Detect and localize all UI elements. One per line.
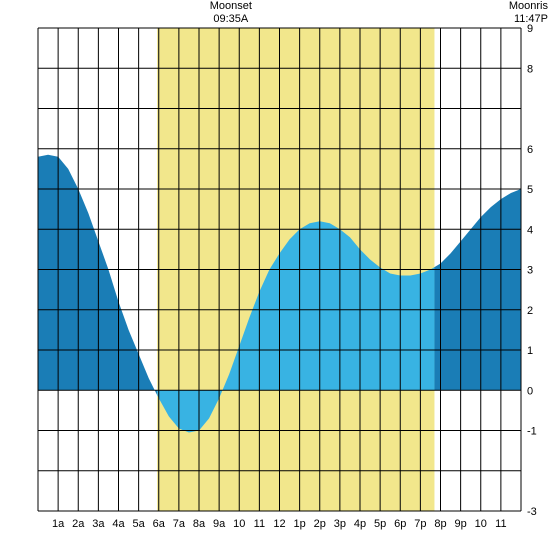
svg-text:9a: 9a <box>213 518 226 530</box>
svg-text:0: 0 <box>527 385 533 397</box>
svg-text:3a: 3a <box>92 518 105 530</box>
svg-text:10: 10 <box>233 518 245 530</box>
svg-text:1p: 1p <box>294 518 306 530</box>
moonset-time: 09:35A <box>201 13 261 26</box>
svg-text:1a: 1a <box>52 518 65 530</box>
svg-text:6: 6 <box>527 144 533 156</box>
svg-text:11: 11 <box>254 518 265 530</box>
svg-text:7p: 7p <box>414 518 426 530</box>
svg-text:6p: 6p <box>394 518 406 530</box>
moonrise-annotation: Moonris 11:47P <box>493 0 548 26</box>
svg-text:8: 8 <box>527 63 533 75</box>
svg-text:5a: 5a <box>133 518 146 530</box>
moonset-label: Moonset <box>201 0 261 13</box>
svg-text:-3: -3 <box>527 506 537 518</box>
svg-text:10: 10 <box>475 518 487 530</box>
svg-text:8p: 8p <box>434 518 446 530</box>
svg-text:5: 5 <box>527 184 533 196</box>
svg-text:2a: 2a <box>72 518 85 530</box>
moonrise-time: 11:47P <box>493 13 548 26</box>
svg-text:4p: 4p <box>354 518 366 530</box>
svg-text:9p: 9p <box>455 518 467 530</box>
svg-text:2: 2 <box>527 305 533 317</box>
svg-text:6a: 6a <box>153 518 166 530</box>
moonset-annotation: Moonset 09:35A <box>201 0 261 26</box>
svg-text:2p: 2p <box>314 518 326 530</box>
svg-text:1: 1 <box>527 345 533 357</box>
svg-text:4: 4 <box>527 224 533 236</box>
svg-text:4a: 4a <box>112 518 125 530</box>
chart-canvas: -3-10123456891a2a3a4a5a6a7a8a9a1011121p2… <box>0 0 550 550</box>
moonrise-label: Moonris <box>493 0 548 13</box>
tide-chart: -3-10123456891a2a3a4a5a6a7a8a9a1011121p2… <box>0 0 550 550</box>
svg-text:12: 12 <box>273 518 285 530</box>
svg-text:8a: 8a <box>193 518 206 530</box>
svg-text:-1: -1 <box>527 426 537 438</box>
svg-text:11: 11 <box>495 518 506 530</box>
svg-text:7a: 7a <box>173 518 186 530</box>
svg-text:5p: 5p <box>374 518 386 530</box>
svg-text:3p: 3p <box>334 518 346 530</box>
svg-text:3: 3 <box>527 265 533 277</box>
